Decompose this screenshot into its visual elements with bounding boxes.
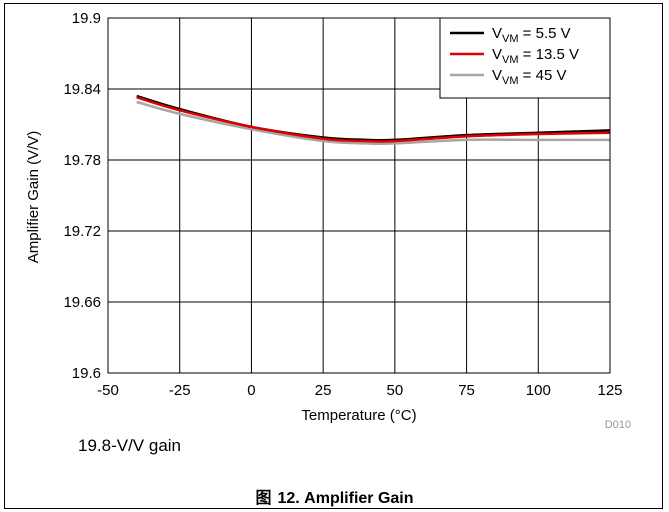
- x-axis-label: Temperature (°C): [301, 407, 416, 424]
- y-tick-label: 19.78: [63, 152, 101, 169]
- y-tick-label: 19.9: [72, 10, 101, 27]
- y-axis-label: Amplifier Gain (V/V): [25, 131, 42, 264]
- legend-label: VVM = 45 V: [492, 67, 566, 87]
- caption-prefix: 图: [255, 488, 272, 507]
- y-tick-label: 19.66: [63, 294, 101, 311]
- x-tick-label: 50: [387, 382, 404, 399]
- x-tick-label: 100: [526, 382, 551, 399]
- series-line-3: [136, 100, 610, 146]
- x-tick-label: 0: [247, 382, 255, 399]
- y-tick-label: 19.72: [63, 223, 101, 240]
- caption-text: 12. Amplifier Gain: [277, 490, 414, 507]
- series-line-2: [136, 96, 611, 143]
- legend-label: VVM = 13.5 V: [492, 46, 579, 66]
- legend-label: VVM = 5.5 V: [492, 25, 571, 45]
- y-tick-label: 19.84: [63, 81, 101, 98]
- x-tick-label: 25: [315, 382, 332, 399]
- x-tick-label: 125: [597, 382, 622, 399]
- series-lines: [136, 94, 611, 146]
- tick-labels: -50 -25 0 25 50 75 100 125 19.6 19.66 19.72 19.78 19…: [63, 10, 622, 399]
- figure-frame: [4, 3, 663, 509]
- y-tick-label: 19.6: [72, 365, 101, 382]
- plot-area: [107, 17, 611, 374]
- legend-box: [439, 17, 611, 99]
- figure-caption: 图 12. Amplifier Gain: [0, 484, 669, 508]
- chart-id-label: D010: [605, 419, 631, 430]
- amplifier-gain-chart: -50 -25 0 25 50 75 100 125 19.6 19.66 19.72 19.78 19…: [25, 10, 631, 430]
- gain-note: 19.8-V/V gain: [78, 436, 182, 455]
- x-tick-label: -25: [169, 382, 191, 399]
- x-tick-label: -50: [97, 382, 119, 399]
- x-tick-label: 75: [458, 382, 475, 399]
